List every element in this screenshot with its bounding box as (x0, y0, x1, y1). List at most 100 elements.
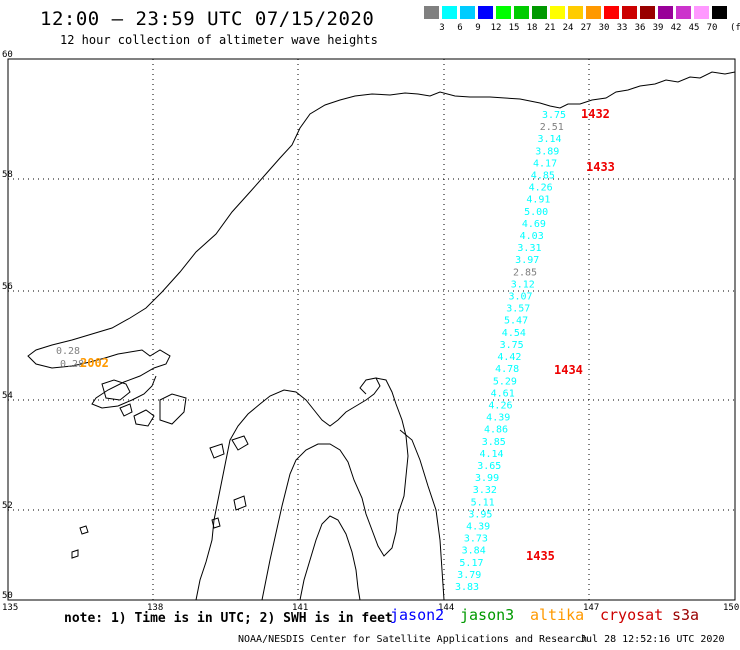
swh-value: 3.07 (508, 292, 532, 303)
swh-value: 2.85 (513, 267, 537, 278)
scale-unit: (ft) (730, 23, 740, 33)
lon-tick-label: 147 (583, 603, 599, 613)
satellite-legend-s3a: s3a (672, 606, 700, 624)
graticule (8, 59, 735, 600)
wave-height-track: 3.752.513.143.894.174.854.264.915.004.69… (455, 110, 566, 593)
swh-value: 5.47 (504, 316, 528, 327)
swh-value: 4.86 (484, 425, 508, 436)
swh-value: 4.78 (495, 364, 519, 375)
sakhalin-south (299, 515, 361, 601)
okhotsk-north-coast (27, 71, 736, 409)
scale-swatch (694, 6, 709, 19)
scale-label: 39 (652, 23, 664, 33)
scale-swatch (604, 6, 619, 19)
scale-label: 9 (475, 23, 481, 33)
swh-value: 3.99 (475, 473, 499, 484)
map-subtitle: 12 hour collection of altimeter wave hei… (60, 33, 378, 47)
swh-value: 0.28 (60, 359, 84, 370)
swh-value: 3.83 (455, 582, 479, 593)
satellite-legend-jason3: jason3 (460, 606, 515, 624)
shantar-island-a (101, 379, 131, 401)
swh-value: 4.42 (497, 352, 521, 363)
scale-label: 18 (526, 23, 538, 33)
swh-value: 4.54 (502, 328, 526, 339)
lat-tick-label: 58 (2, 170, 13, 180)
scale-swatch (442, 6, 457, 19)
lon-tick-label: 150 (723, 603, 739, 613)
sakhalin-island (261, 377, 409, 601)
map-frame (7, 58, 736, 601)
scale-swatch (658, 6, 673, 19)
lat-tick-label: 60 (2, 50, 13, 60)
swh-value: 3.95 (468, 509, 492, 520)
swh-value: 3.75 (500, 340, 524, 351)
coastline (27, 71, 736, 601)
wave-height-west-track: 0.28 0.28 (56, 346, 84, 370)
scale-swatch (478, 6, 493, 19)
scale-swatch (496, 6, 511, 19)
shantar-island-d (119, 403, 133, 417)
islet-4 (79, 525, 89, 535)
swh-value: 3.32 (473, 485, 497, 496)
swh-value: 0.28 (56, 346, 80, 357)
scale-swatch (622, 6, 637, 19)
swh-value: 3.65 (477, 461, 501, 472)
swh-value: 4.39 (466, 521, 490, 532)
swh-value: 4.03 (520, 231, 544, 242)
swh-value: 3.97 (515, 255, 539, 266)
islet-6 (211, 517, 221, 529)
pass-time-label: 2002 (80, 356, 109, 370)
scale-label: 21 (544, 23, 556, 33)
axis-tick-labels: 135 138 141 144 147 150 60 58 56 54 52 50 (2, 50, 739, 613)
swh-value: 4.14 (479, 449, 503, 460)
swh-value: 5.17 (459, 558, 483, 569)
swh-value: 3.84 (462, 546, 486, 557)
map-title: 12:00 – 23:59 UTC 07/15/2020 (40, 8, 375, 30)
swh-value: 3.89 (535, 146, 559, 157)
scale-label: 27 (580, 23, 592, 33)
scale-swatch (532, 6, 547, 19)
scale-swatch (424, 6, 439, 19)
swh-value: 3.31 (517, 243, 541, 254)
swh-value: 3.75 (542, 110, 566, 121)
scale-label: 45 (688, 23, 700, 33)
swh-value: 3.73 (464, 534, 488, 545)
swh-value: 3.12 (511, 279, 535, 290)
scale-label: 12 (490, 23, 502, 33)
scale-swatch (460, 6, 475, 19)
swh-value: 4.39 (486, 413, 510, 424)
satellite-legend-jason2: jason2 (390, 606, 445, 624)
swh-value: 3.57 (506, 304, 530, 315)
lat-tick-label: 50 (2, 591, 13, 601)
swh-value: 3.79 (457, 570, 481, 581)
amur-coast (195, 377, 381, 601)
shantar-island-c (133, 409, 155, 427)
footer-credit: NOAA/NESDIS Center for Satellite Applica… (238, 634, 588, 645)
shantar-island-b (159, 393, 187, 425)
swh-value: 4.61 (491, 388, 515, 399)
scale-swatch (550, 6, 565, 19)
swh-value: 5.00 (524, 207, 548, 218)
swh-value: 4.91 (526, 195, 550, 206)
scale-swatch (676, 6, 691, 19)
swh-value: 4.85 (531, 171, 555, 182)
swh-value: 4.17 (533, 158, 557, 169)
scale-label: 15 (508, 23, 520, 33)
footer-note: note: 1) Time is in UTC; 2) SWH is in fe… (64, 611, 393, 626)
scale-label: 30 (598, 23, 610, 33)
scale-label: 70 (706, 23, 718, 33)
sakhalin-east-coast (399, 429, 445, 601)
scale-label: 6 (457, 23, 463, 33)
lon-tick-label: 135 (2, 603, 18, 613)
scale-swatch (640, 6, 655, 19)
lon-tick-label: 141 (292, 603, 308, 613)
pass-time-label: 1435 (526, 549, 555, 563)
swh-value: 3.14 (537, 134, 561, 145)
islet-5 (71, 549, 79, 559)
lat-tick-label: 56 (2, 282, 13, 292)
scale-swatch (712, 6, 727, 19)
satellite-legend-cryosat: cryosat (600, 606, 664, 624)
swh-value: 4.69 (522, 219, 546, 230)
swh-value: 4.26 (488, 400, 512, 411)
